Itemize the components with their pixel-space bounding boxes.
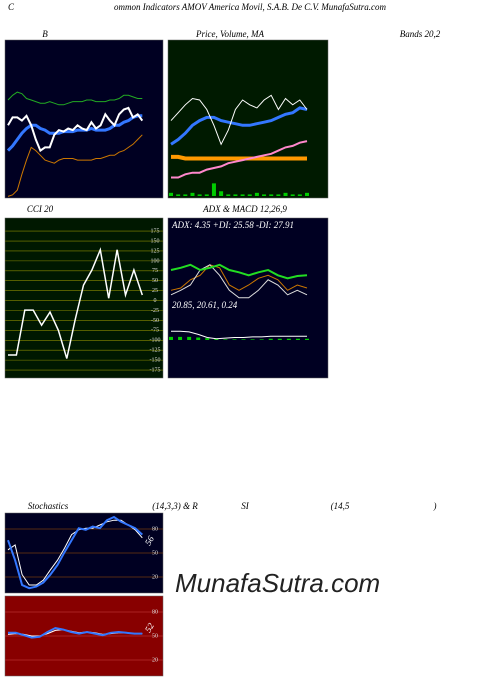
bar <box>295 338 300 340</box>
bar <box>247 194 252 196</box>
bar <box>259 339 264 340</box>
bar <box>187 336 192 340</box>
series-line <box>171 140 308 179</box>
panel-title: ADX & MACD 12,26,9 <box>202 204 287 214</box>
y-tick-label: 20 <box>152 657 158 663</box>
bar <box>232 339 237 340</box>
panel <box>4 39 164 199</box>
y-tick-label: 50 <box>152 550 158 556</box>
y-tick-label: 75 <box>152 268 158 274</box>
annotation: ADX: 4.35 +DI: 25.58 -DI: 27.91 <box>171 220 294 230</box>
bar <box>223 339 228 340</box>
series-line <box>170 263 308 280</box>
bar <box>269 194 274 196</box>
bar <box>214 338 219 340</box>
bar <box>240 194 245 196</box>
bar <box>268 338 273 340</box>
series-line <box>171 154 307 161</box>
bar <box>176 194 181 196</box>
bar <box>290 194 295 196</box>
header-letter: C <box>8 2 15 12</box>
bar <box>226 194 231 196</box>
panel-title: B <box>42 29 48 39</box>
y-tick-label: -150 <box>150 358 161 364</box>
y-tick-label: 100 <box>151 258 160 264</box>
y-tick-label: 25 <box>152 288 158 294</box>
y-tick-label: -100 <box>150 338 161 344</box>
panel <box>167 39 329 199</box>
watermark: MunafaSutra.com <box>175 568 380 598</box>
bar <box>241 339 246 340</box>
y-tick-label: 20 <box>152 574 158 580</box>
bar <box>262 194 267 196</box>
bar <box>276 194 281 196</box>
panel-title: SI <box>241 501 250 511</box>
bar <box>286 338 291 340</box>
bar <box>250 339 255 340</box>
series-line <box>170 106 308 146</box>
header-title: ommon Indicators AMOV America Movil, S.A… <box>114 2 387 12</box>
series-line <box>7 106 144 153</box>
y-tick-label: -50 <box>151 318 159 324</box>
bar <box>190 192 195 196</box>
y-tick-label: -25 <box>151 308 159 314</box>
y-tick-label: 80 <box>152 526 158 532</box>
y-tick-label: 50 <box>152 633 158 639</box>
y-tick-label: -125 <box>150 348 161 354</box>
series-line <box>8 626 143 639</box>
bar <box>277 338 282 340</box>
panel-title: Price, Volume, MA <box>195 29 264 39</box>
panel-title: Stochastics <box>28 501 69 511</box>
series-line <box>7 515 143 590</box>
bar <box>169 336 173 340</box>
y-tick-label: 125 <box>151 248 160 254</box>
bar <box>197 194 202 196</box>
y-tick-label: 175 <box>151 228 160 234</box>
bar <box>297 194 302 196</box>
y-tick-label: 0 <box>154 298 157 304</box>
bar <box>205 338 210 340</box>
series-line <box>170 94 308 146</box>
series-line <box>8 247 144 359</box>
bar <box>196 337 201 340</box>
y-tick-label: 50 <box>152 278 158 284</box>
bar <box>233 194 238 196</box>
panel-subtitle: Bands 20,2 <box>400 29 441 39</box>
panel-note: ) <box>433 501 437 511</box>
bar <box>283 192 288 196</box>
bar <box>169 192 173 196</box>
bar <box>305 192 309 196</box>
series-line <box>170 264 308 291</box>
annotation: 20.85, 20.61, 0.24 <box>172 300 238 310</box>
panel-title: CCI 20 <box>27 204 54 214</box>
bar <box>211 183 216 196</box>
bar <box>219 191 224 196</box>
y-tick-label: 80 <box>152 609 158 615</box>
panel <box>4 217 164 379</box>
series-line <box>170 264 308 299</box>
y-tick-label: 150 <box>151 238 160 244</box>
series-line <box>7 134 143 197</box>
bar <box>183 194 188 196</box>
y-tick-label: -175 <box>150 367 161 373</box>
series-line <box>7 91 143 106</box>
y-tick-label: -75 <box>151 328 159 334</box>
series-line <box>171 330 307 340</box>
bar <box>204 194 209 196</box>
bar <box>254 192 259 196</box>
panel-subtitle: (14,3,3) & R <box>152 501 198 511</box>
bar <box>305 338 309 340</box>
panel-subtitle: (14,5 <box>331 501 350 511</box>
bar <box>178 336 183 340</box>
